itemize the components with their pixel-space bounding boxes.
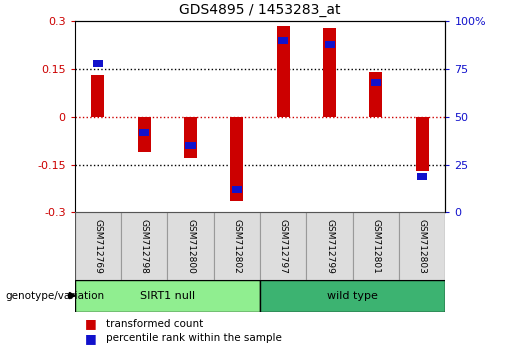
Bar (277, 26, 290, 117)
Bar (399, 212, 445, 280)
Bar (416, 117, 429, 171)
Text: GSM712769: GSM712769 (93, 218, 102, 274)
Bar (91, 75, 105, 117)
Text: ■: ■ (85, 318, 97, 330)
Text: wild type: wild type (328, 291, 378, 301)
Bar (306, 212, 353, 280)
Bar (353, 212, 399, 280)
Text: ■: ■ (85, 332, 97, 344)
Bar (323, 28, 336, 117)
Text: genotype/variation: genotype/variation (5, 291, 104, 301)
Text: GSM712797: GSM712797 (279, 218, 288, 274)
Bar (417, 173, 427, 179)
Text: GSM712803: GSM712803 (418, 218, 427, 274)
Bar (260, 280, 445, 312)
Bar (184, 117, 197, 158)
Bar (167, 212, 214, 280)
Bar (260, 212, 306, 280)
Text: transformed count: transformed count (106, 319, 203, 329)
Text: SIRT1 null: SIRT1 null (140, 291, 195, 301)
Text: GSM712798: GSM712798 (140, 218, 149, 274)
Bar (278, 37, 288, 44)
Bar (139, 129, 149, 136)
Text: percentile rank within the sample: percentile rank within the sample (106, 333, 282, 343)
Bar (185, 142, 196, 149)
Bar (214, 212, 260, 280)
Bar (371, 79, 381, 86)
Bar (369, 72, 383, 117)
Bar (138, 117, 151, 152)
Text: GSM712801: GSM712801 (371, 218, 381, 274)
Bar (93, 60, 103, 67)
Bar (232, 186, 242, 193)
Bar (75, 280, 260, 312)
Bar (324, 41, 335, 48)
Title: GDS4895 / 1453283_at: GDS4895 / 1453283_at (179, 4, 341, 17)
Bar (230, 117, 244, 201)
Text: GSM712800: GSM712800 (186, 218, 195, 274)
Text: GSM712802: GSM712802 (232, 219, 242, 273)
Bar (121, 212, 167, 280)
Text: GSM712799: GSM712799 (325, 218, 334, 274)
Bar (75, 212, 121, 280)
